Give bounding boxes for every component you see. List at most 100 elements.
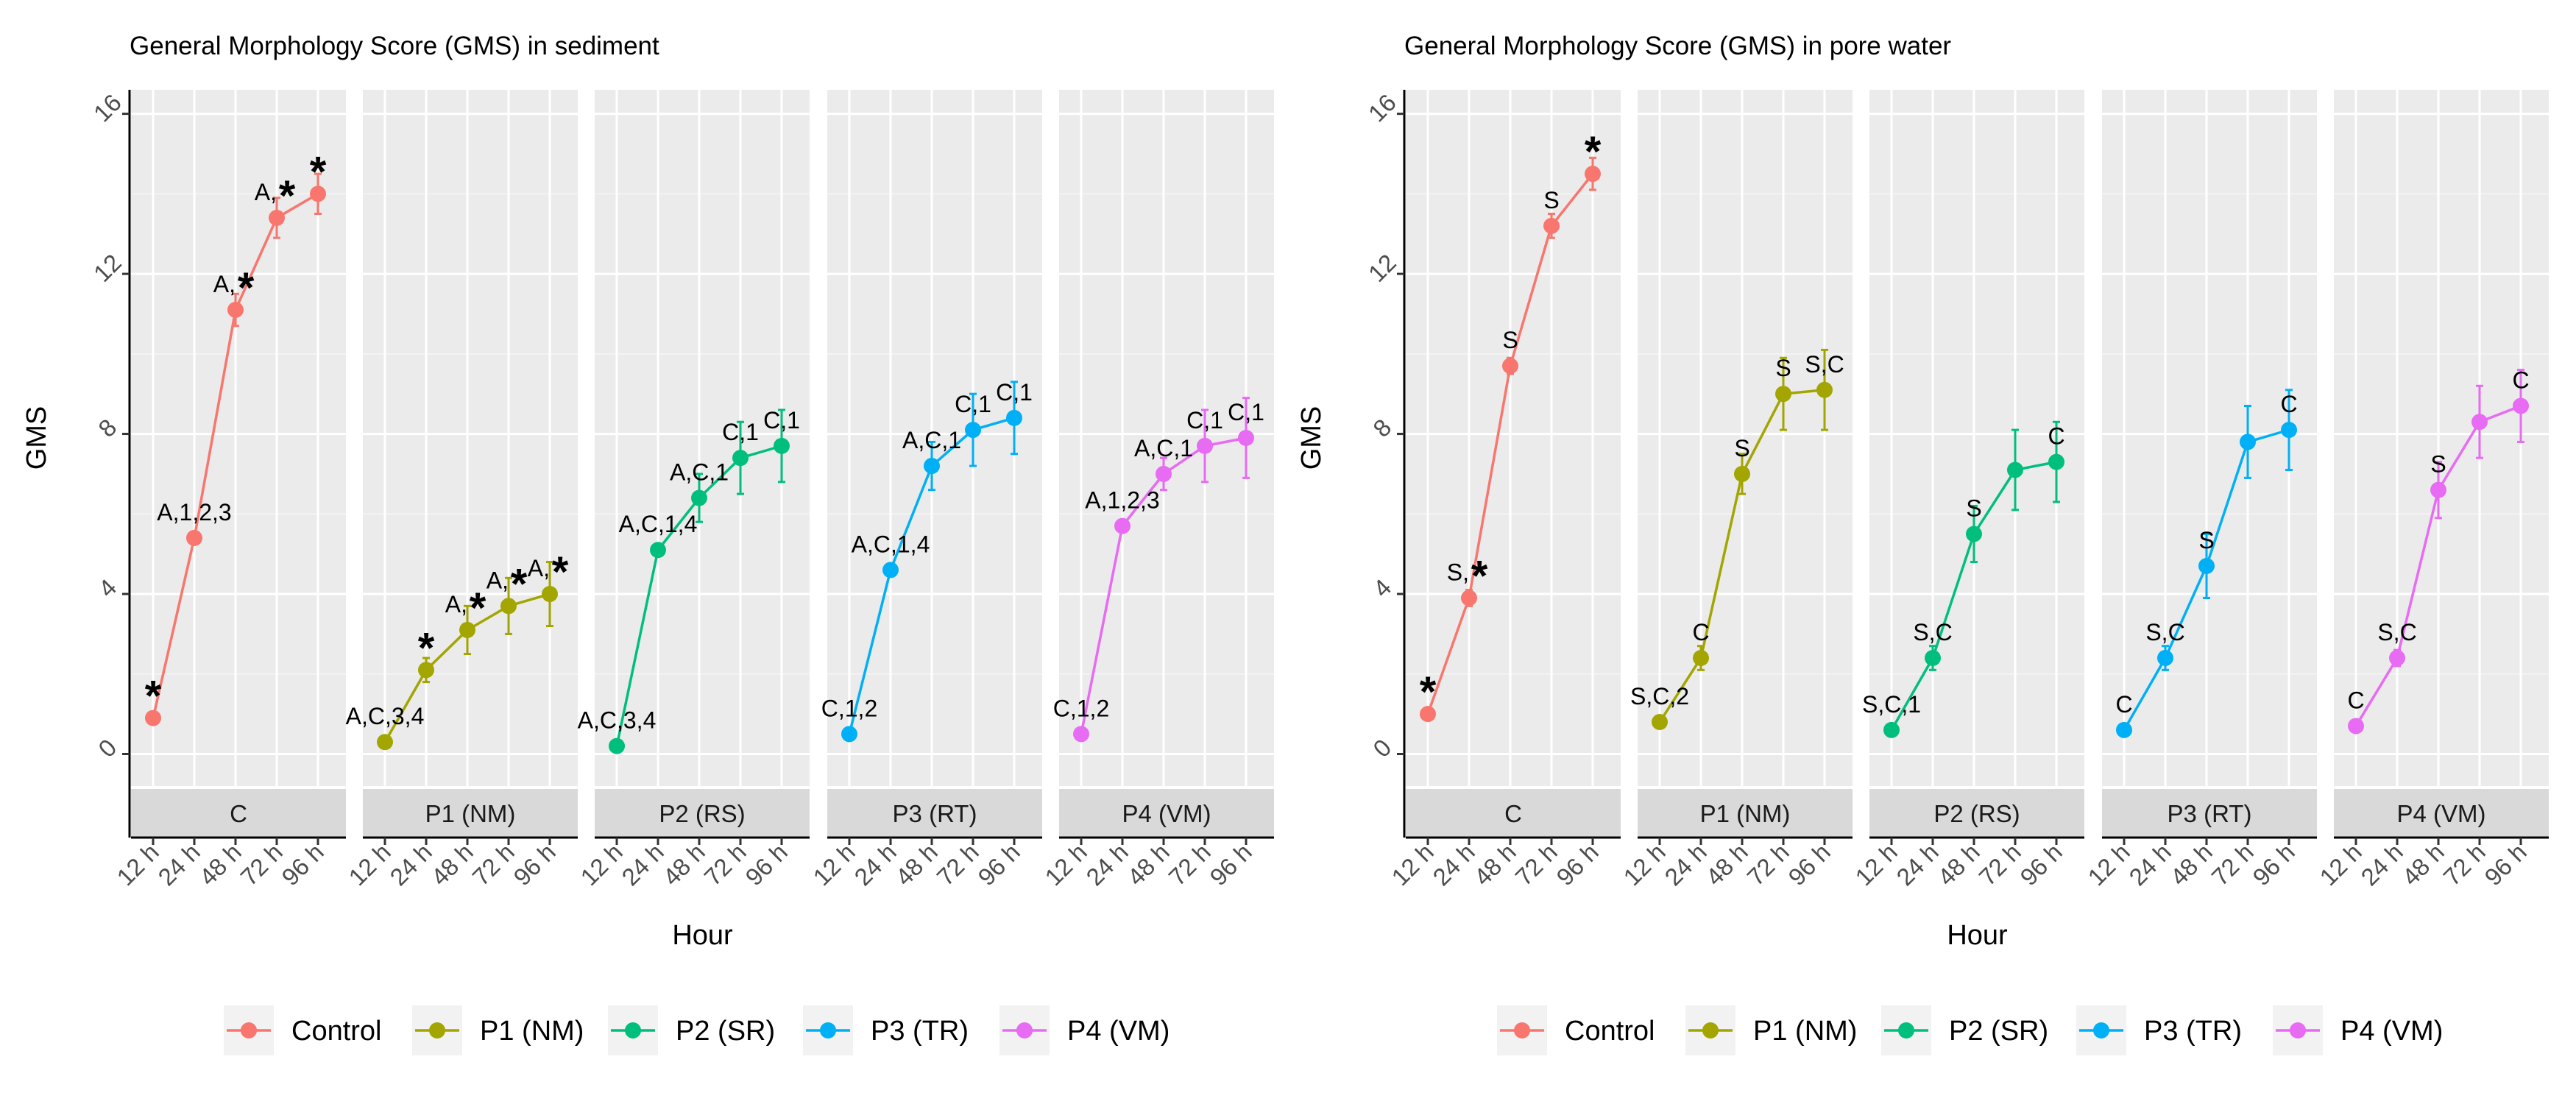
data-label: S,: [1447, 559, 1469, 585]
data-point: [2348, 718, 2364, 735]
data-label: C,1: [763, 407, 800, 434]
data-label: C,1: [955, 391, 991, 417]
legend-label: Control: [1565, 1016, 1655, 1047]
data-label: S: [1775, 355, 1791, 381]
data-point: [2281, 422, 2297, 439]
data-label: S: [2430, 451, 2446, 478]
facet-strip-label: P4 (VM): [2396, 800, 2485, 827]
data-label: C: [2048, 423, 2064, 450]
legend-key-point: [241, 1022, 257, 1038]
legend-label: P1 (NM): [480, 1016, 584, 1047]
facet-background: [1869, 90, 2084, 786]
legend-key-point: [1016, 1022, 1033, 1038]
significance-star: *: [552, 548, 569, 596]
legend-item-3: P3 (TR): [803, 1005, 969, 1055]
data-point: [542, 586, 558, 603]
legend-label: P2 (SR): [1949, 1016, 2048, 1047]
y-axis-label: GMS: [21, 406, 52, 470]
facet-0: C12 h24 h48 h72 h96 h*A,1,2,3A, *A, **: [111, 90, 346, 891]
significance-star: *: [511, 560, 528, 608]
data-label: S,C,2: [1630, 683, 1689, 710]
facet-4: P4 (VM)12 h24 h48 h72 h96 hC,1,2A,1,2,3A…: [1039, 90, 1274, 891]
data-label: A,: [528, 555, 550, 581]
significance-star: *: [310, 148, 327, 196]
data-label: S,C: [2145, 619, 2184, 645]
significance-star: *: [418, 624, 435, 672]
data-label: C,1: [1228, 399, 1264, 425]
legend-item-2: P2 (SR): [608, 1005, 775, 1055]
data-point: [1775, 386, 1791, 403]
data-label: S,C,1: [1862, 691, 1921, 718]
facet-strip: [827, 789, 1042, 838]
data-point: [1073, 726, 1089, 743]
facet-background: [595, 90, 810, 786]
data-label: C,1,2: [1053, 695, 1109, 721]
facet-3: P3 (RT)12 h24 h48 h72 h96 hCS,CSC: [2082, 90, 2317, 891]
data-point: [377, 734, 393, 751]
data-label: A,C,1: [670, 459, 729, 486]
legend-item-0: Control: [224, 1005, 382, 1055]
legend-key-point: [2093, 1022, 2109, 1038]
data-point: [2116, 721, 2132, 738]
data-point: [609, 737, 625, 754]
data-point: [2430, 481, 2446, 498]
significance-star: *: [1420, 668, 1437, 716]
legend-label: P4 (VM): [2340, 1016, 2443, 1047]
data-point: [841, 726, 857, 743]
facet-background: [1638, 90, 1853, 786]
data-point: [965, 422, 981, 439]
data-point: [1197, 437, 1213, 454]
facet-2: P2 (RS)12 h24 h48 h72 h96 hS,C,1S,CSC: [1850, 90, 2084, 891]
legend-key-point: [1898, 1022, 1914, 1038]
legend-key-point: [820, 1022, 836, 1038]
data-point: [500, 598, 517, 615]
data-label: A,C,1,4: [852, 531, 930, 557]
facet-strip: [2102, 789, 2317, 838]
data-label: A,: [255, 179, 277, 205]
significance-star: *: [1471, 552, 1488, 600]
data-point: [1238, 430, 1254, 446]
facet-3: P3 (RT)12 h24 h48 h72 h96 hC,1,2A,C,1,4A…: [807, 90, 1042, 891]
significance-star: *: [1585, 128, 1602, 176]
data-point: [1461, 590, 1477, 606]
data-label: C,1,2: [821, 695, 877, 721]
facet-strip-label: P2 (RS): [659, 800, 745, 827]
legend-item-1: P1 (NM): [1685, 1005, 1857, 1055]
data-point: [1816, 381, 1833, 398]
legend-key-point: [429, 1022, 445, 1038]
significance-star: *: [145, 673, 162, 721]
legend-label: Control: [291, 1016, 382, 1047]
significance-star: *: [470, 584, 486, 632]
y-axis-label: GMS: [1296, 406, 1327, 470]
legend-item-4: P4 (VM): [999, 1005, 1170, 1055]
legend-key-point: [625, 1022, 641, 1038]
facet-strip: [131, 789, 346, 838]
data-point: [2471, 414, 2488, 431]
data-point: [145, 710, 161, 726]
facet-strip-label: C: [1504, 800, 1522, 827]
data-point: [1543, 217, 1560, 234]
data-point: [186, 529, 202, 546]
data-point: [1652, 714, 1668, 731]
legend-label: P2 (SR): [676, 1016, 775, 1047]
data-label: C,1: [996, 379, 1033, 406]
facet-strip: [1869, 789, 2084, 838]
facet-background: [827, 90, 1042, 786]
legend-item-0: Control: [1497, 1005, 1655, 1055]
data-point: [1925, 650, 1941, 667]
facet-1: P1 (NM)12 h24 h48 h72 h96 hA,C,3,4*A, *A,…: [343, 90, 578, 891]
legend-item-3: P3 (TR): [2076, 1005, 2242, 1055]
x-axis-label: Hour: [672, 920, 733, 951]
facet-strip: [1638, 789, 1853, 838]
data-label: A,C,1,4: [619, 511, 698, 537]
data-point: [650, 542, 666, 559]
facet-strip-label: P1 (NM): [1700, 800, 1791, 827]
facet-strip: [595, 789, 810, 838]
data-label: A,C,3,4: [346, 703, 425, 729]
data-point: [1734, 465, 1750, 482]
data-label: A,C,1: [902, 427, 961, 453]
data-point: [1502, 358, 1518, 375]
data-point: [1420, 706, 1436, 723]
data-label: C: [2115, 691, 2132, 718]
